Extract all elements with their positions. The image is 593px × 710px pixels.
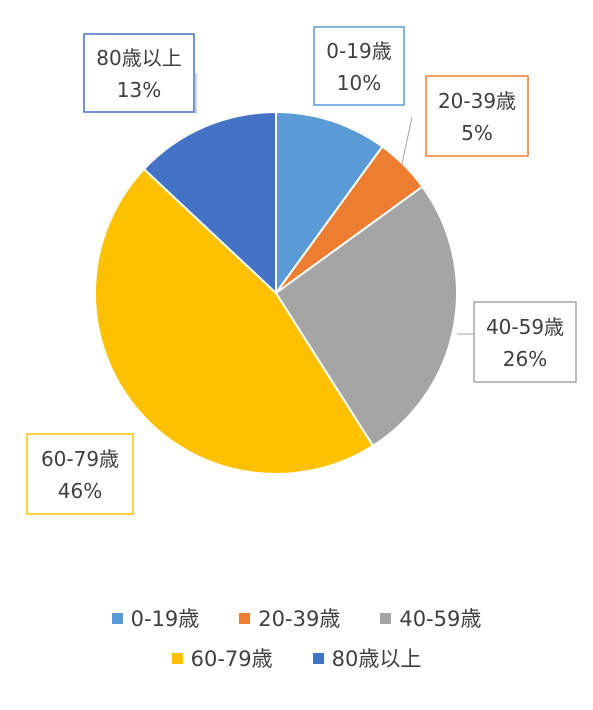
legend-item-60-79: 60-79歳 <box>171 643 273 673</box>
data-label-percent: 10% <box>337 71 381 95</box>
data-label-box <box>425 75 529 157</box>
data-label-category: 60-79歳 <box>41 447 119 471</box>
legend-row-2: 60-79歳 80歳以上 <box>0 638 593 678</box>
data-label-percent: 13% <box>117 78 161 102</box>
legend-label: 20-39歳 <box>258 607 341 631</box>
legend-swatch <box>171 652 183 664</box>
data-label-category: 80歳以上 <box>96 46 181 70</box>
legend-item-0-19: 0-19歳 <box>111 603 200 633</box>
legend-swatch <box>111 612 123 624</box>
data-label-40-59: 40-59歳 26% <box>473 301 577 383</box>
legend-item-80-plus: 80歳以上 <box>312 643 422 673</box>
data-label-box <box>26 433 134 515</box>
data-label-60-79: 60-79歳 46% <box>26 433 134 515</box>
data-label-percent: 26% <box>503 347 547 371</box>
data-labels: 0-19歳 10% 20-39歳 5% 40-59歳 26% 60-79歳 46% 80歳以上 1… <box>26 26 577 515</box>
legend-label: 0-19歳 <box>130 607 200 631</box>
data-label-percent: 5% <box>461 121 493 145</box>
leader-lines <box>195 73 474 335</box>
slice-60-79 <box>94 167 375 475</box>
data-label-20-39: 20-39歳 5% <box>425 75 529 157</box>
data-label-box <box>313 26 405 106</box>
data-label-80-plus: 80歳以上 13% <box>83 33 195 113</box>
legend: 0-19歳 20-39歳 40-59歳 60-79歳 80歳以上 <box>0 598 593 678</box>
legend-item-20-39: 20-39歳 <box>239 603 340 633</box>
leader-line <box>401 116 413 165</box>
legend-swatch <box>312 652 324 664</box>
legend-item-40-59: 40-59歳 <box>380 603 481 633</box>
legend-label: 80歳以上 <box>331 647 422 671</box>
data-label-category: 40-59歳 <box>486 315 564 339</box>
data-label-category: 0-19歳 <box>326 39 391 63</box>
legend-swatch <box>380 612 392 624</box>
pie-slices <box>94 110 458 475</box>
legend-row-1: 0-19歳 20-39歳 40-59歳 <box>0 598 593 638</box>
data-label-percent: 46% <box>58 479 102 503</box>
data-label-box <box>83 33 195 113</box>
slice-80-plus <box>142 110 277 296</box>
slice-0-19 <box>275 110 384 297</box>
slice-40-59 <box>274 185 458 448</box>
data-label-box <box>473 301 577 383</box>
data-label-0-19: 0-19歳 10% <box>313 26 405 106</box>
data-label-category: 20-39歳 <box>438 89 516 113</box>
legend-label: 60-79歳 <box>190 647 273 671</box>
legend-label: 40-59歳 <box>399 607 482 631</box>
legend-swatch <box>239 612 251 624</box>
